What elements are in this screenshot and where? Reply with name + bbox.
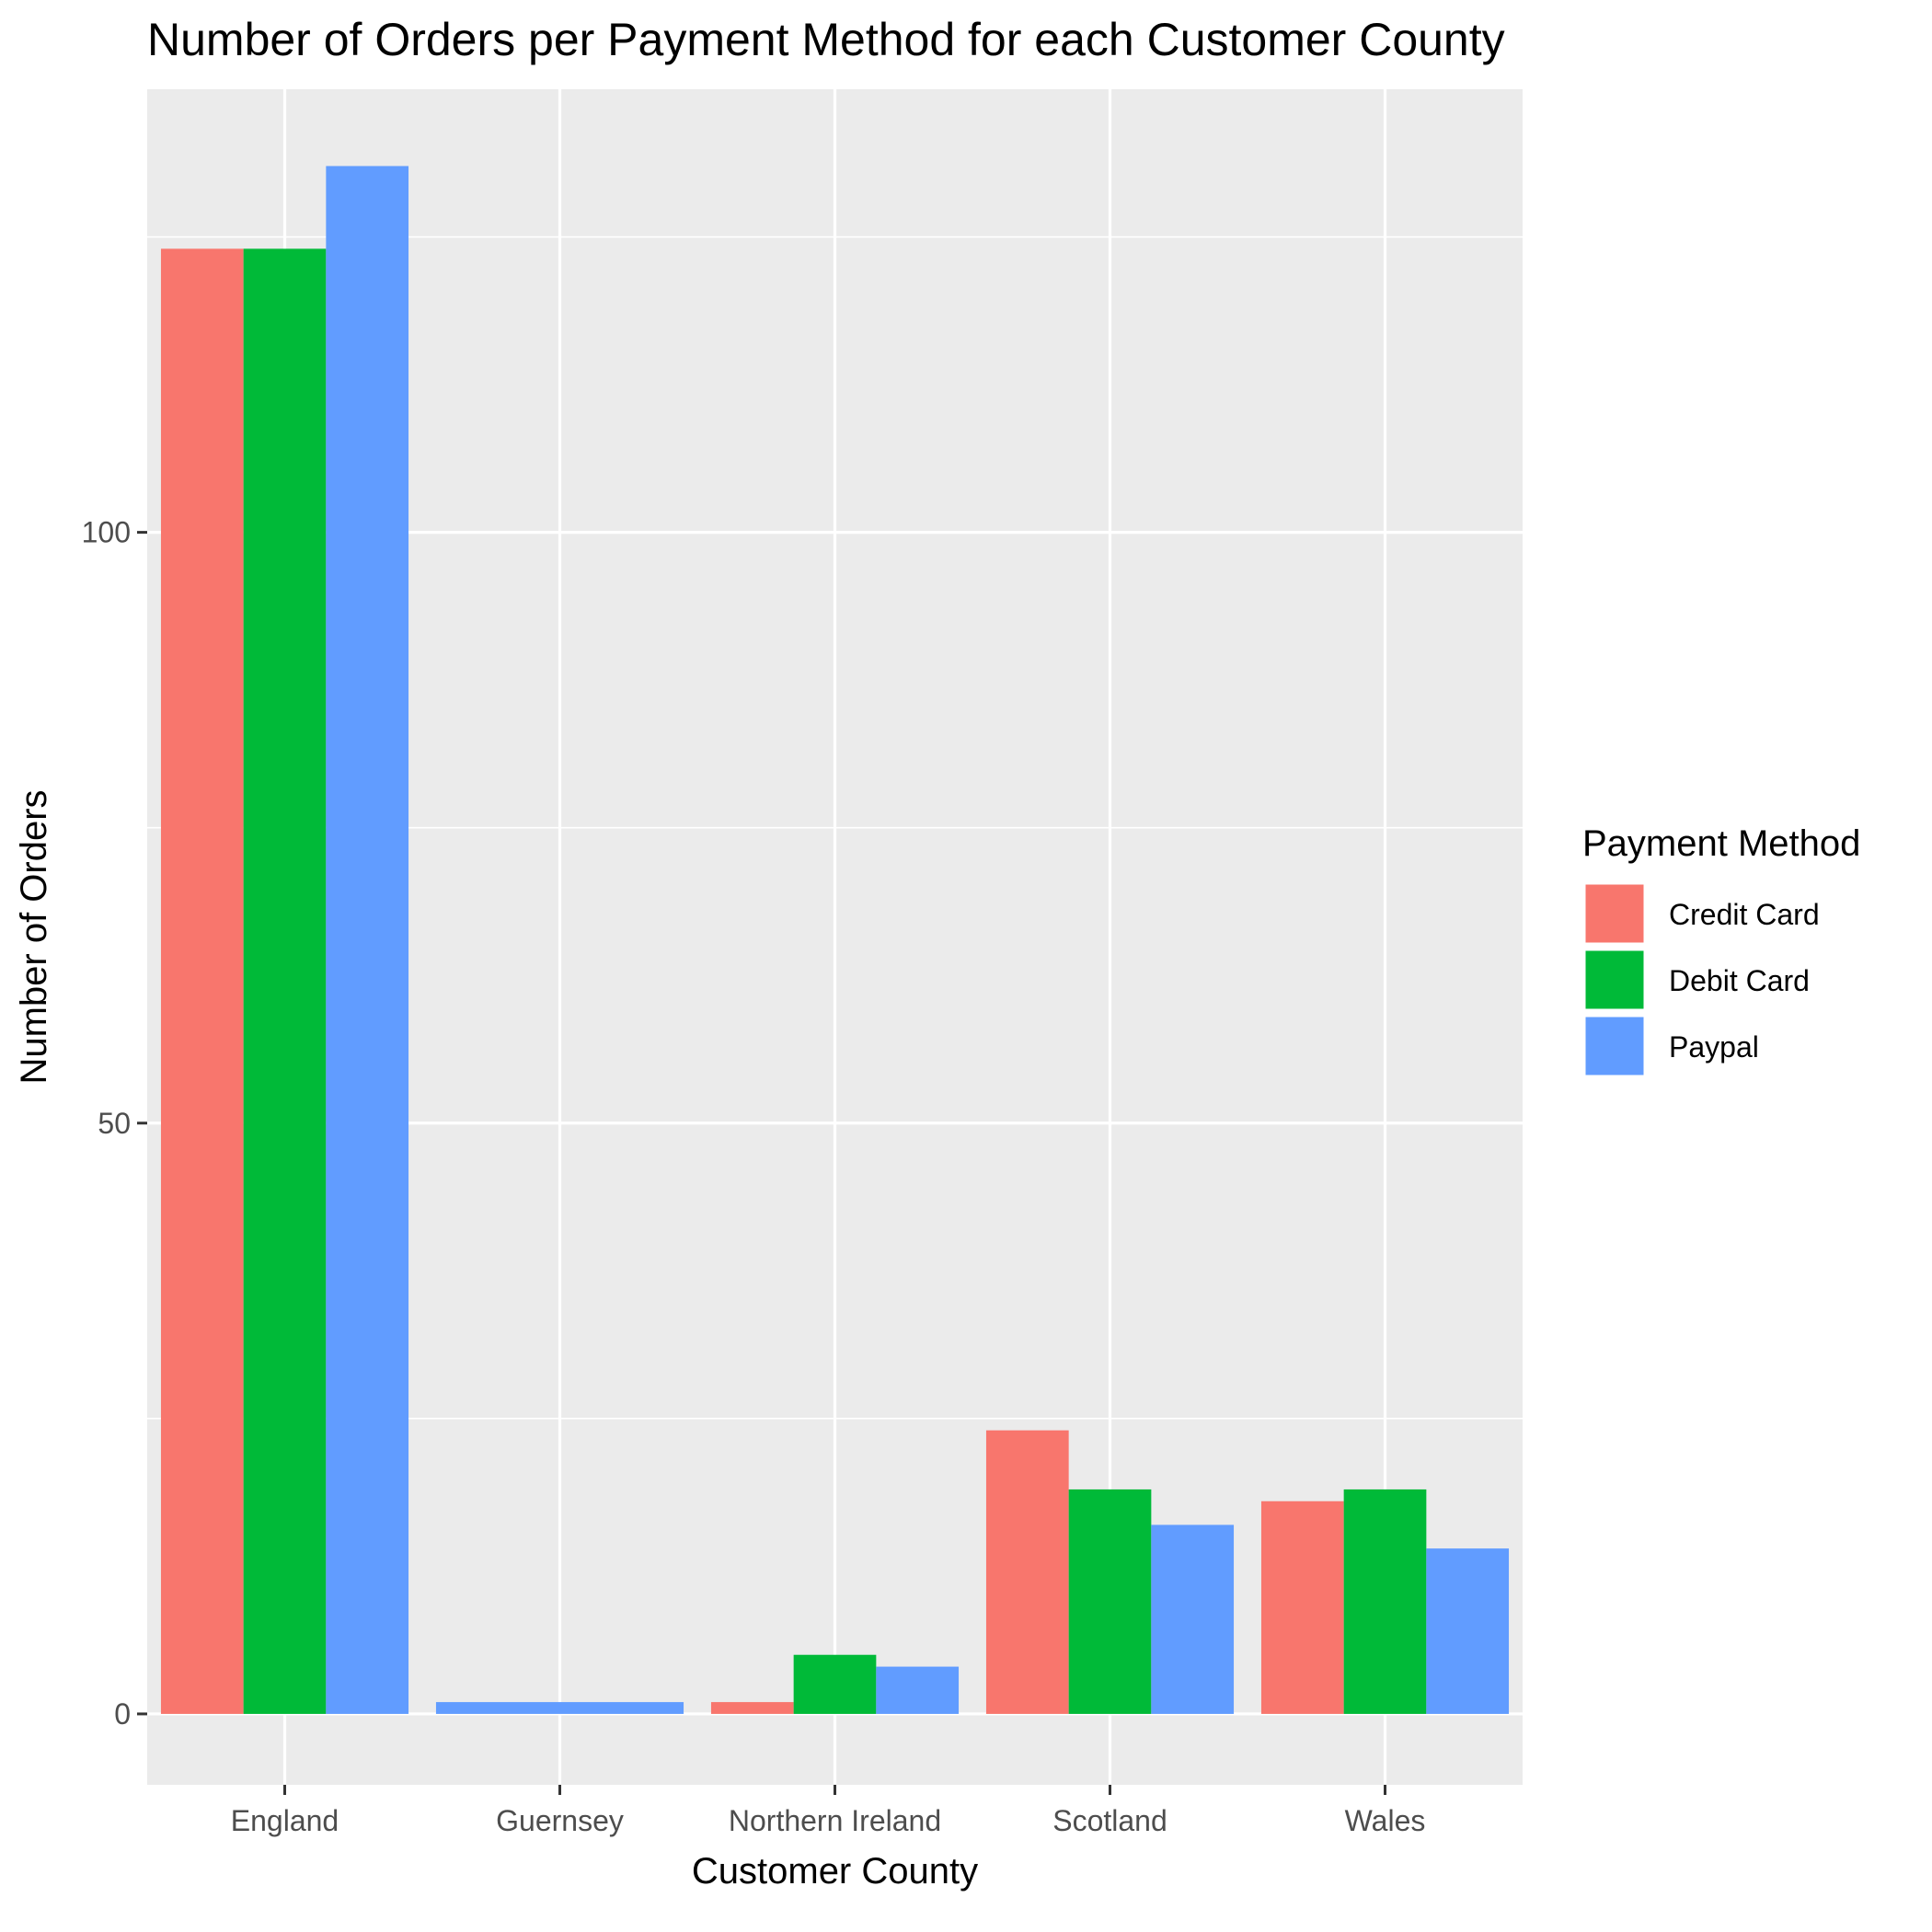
x-tick-label: Northern Ireland: [729, 1804, 941, 1837]
legend: Payment Method Credit Card Debit Card Payp…: [1582, 823, 1860, 1078]
legend-label: Debit Card: [1669, 964, 1810, 997]
bar-england-credit-card: [160, 248, 244, 1714]
x-tick-label: Guernsey: [496, 1804, 624, 1837]
bar-northern-ireland-debit-card: [793, 1654, 877, 1714]
bar-guernsey-paypal: [435, 1702, 684, 1714]
x-tick-label: Wales: [1345, 1804, 1426, 1837]
bar-scotland-credit-card: [985, 1430, 1069, 1714]
y-tick-label: 0: [114, 1697, 131, 1731]
bar-scotland-paypal: [1151, 1524, 1235, 1714]
legend-label: Paypal: [1669, 1030, 1759, 1064]
bar-england-debit-card: [243, 248, 327, 1714]
y-tick-label: 50: [98, 1107, 131, 1140]
bars: [160, 166, 1510, 1714]
x-axis-title: Customer County: [692, 1851, 978, 1892]
legend-label: Credit Card: [1669, 898, 1820, 931]
legend-key-credit-card: [1582, 881, 1647, 946]
legend-key-debit-card: [1582, 948, 1647, 1012]
bar-scotland-debit-card: [1068, 1489, 1152, 1714]
bar-wales-debit-card: [1343, 1489, 1427, 1714]
x-axis: England Guernsey Northern Ireland Scotland W…: [231, 1785, 1426, 1837]
legend-key-paypal: [1582, 1014, 1647, 1078]
bar-northern-ireland-credit-card: [710, 1702, 794, 1714]
y-axis: 0 50 100: [82, 516, 147, 1731]
x-tick-label: Scotland: [1052, 1804, 1167, 1837]
legend-title: Payment Method: [1582, 823, 1860, 864]
bar-northern-ireland-paypal: [876, 1666, 960, 1714]
y-axis-title: Number of Orders: [14, 789, 54, 1084]
bar-wales-credit-card: [1260, 1501, 1344, 1714]
bar-england-paypal: [326, 166, 409, 1714]
bar-wales-paypal: [1426, 1548, 1510, 1714]
x-tick-label: England: [231, 1804, 339, 1837]
y-tick-label: 100: [82, 516, 131, 549]
chart-title: Number of Orders per Payment Method for …: [147, 14, 1505, 65]
